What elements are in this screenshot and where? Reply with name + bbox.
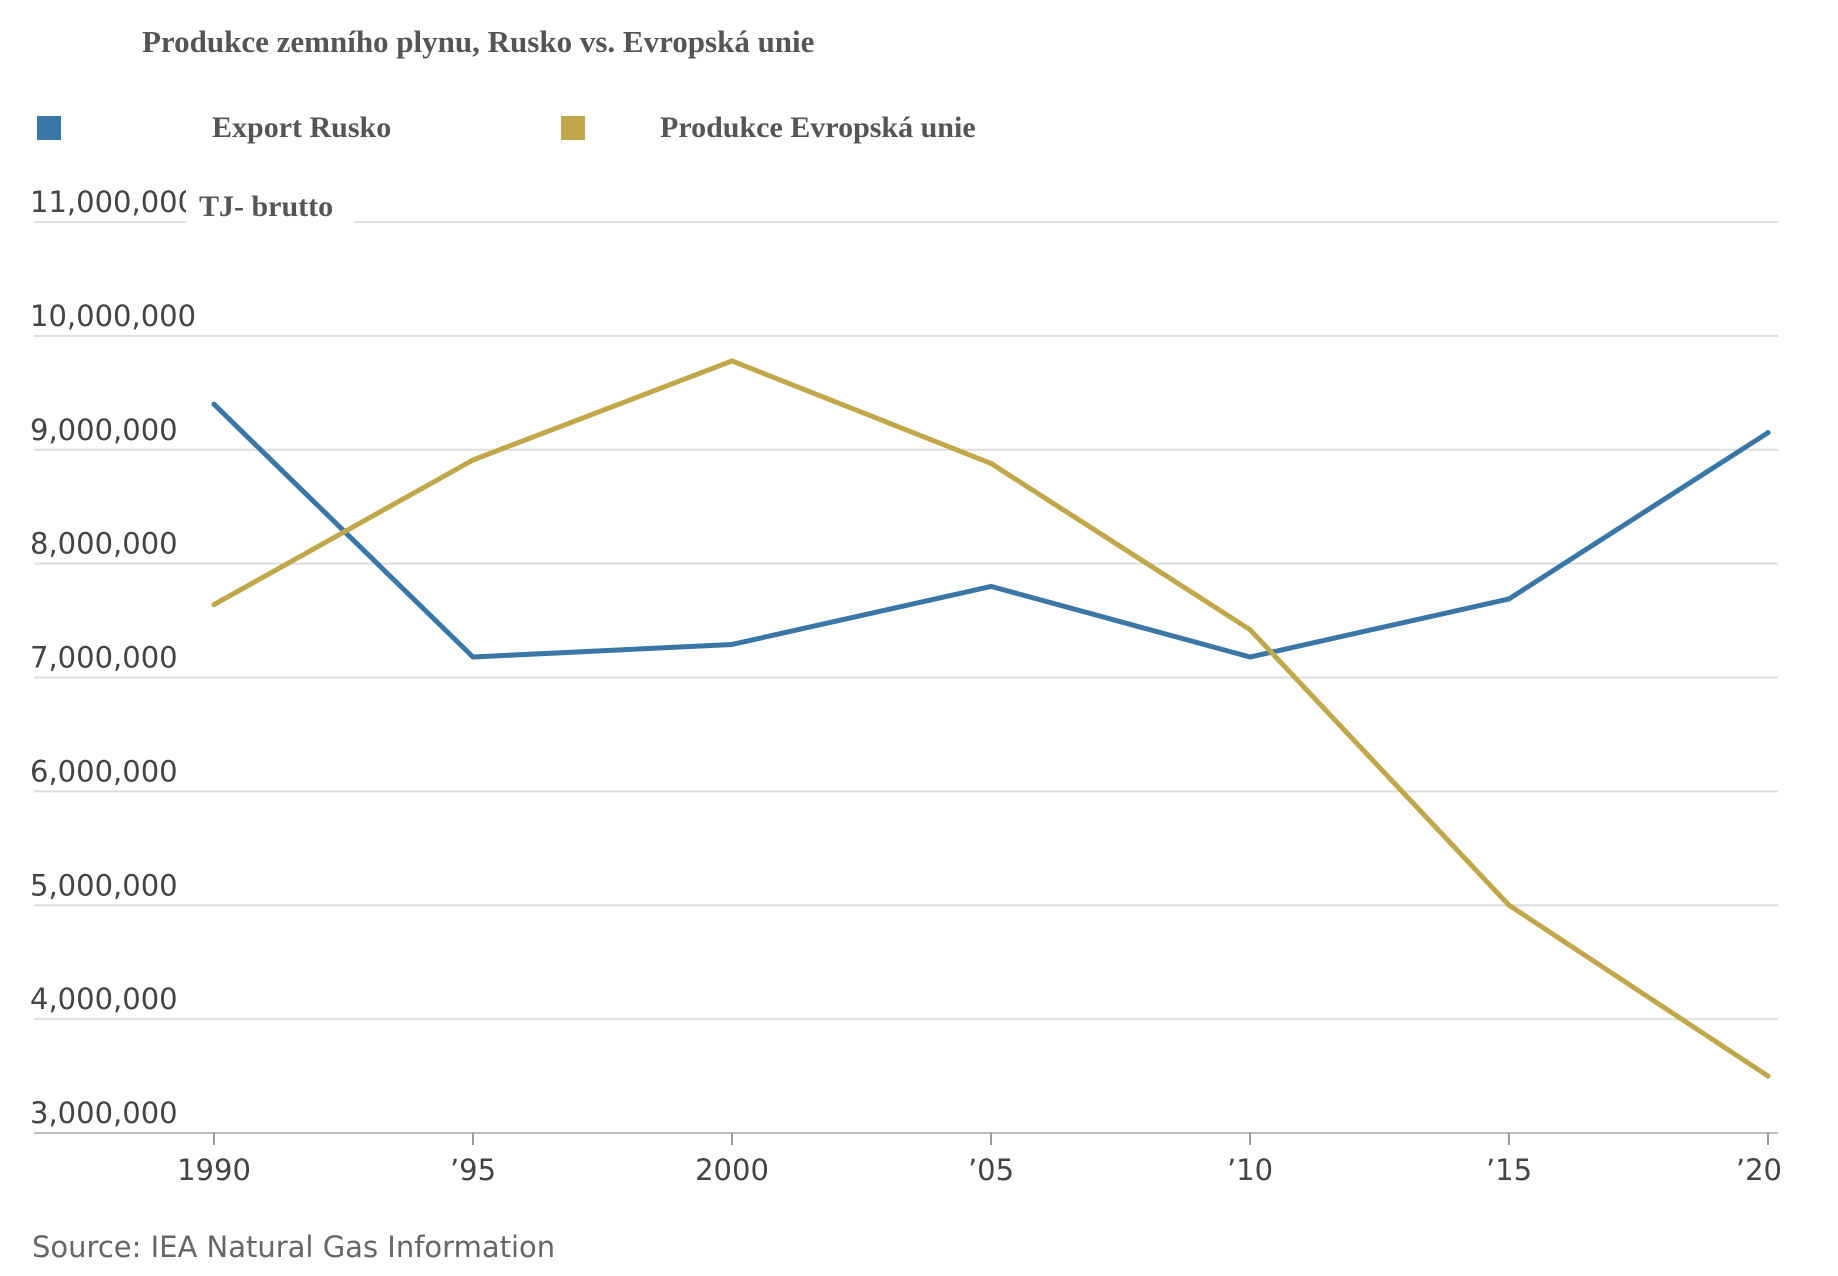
data-point-produkce-evropska-unie-1990 <box>211 602 217 608</box>
series-line-export-rusko <box>211 401 1771 660</box>
data-point-produkce-evropska-unie-1995 <box>470 457 476 463</box>
x-tick-label-2010: ’10 <box>1227 1153 1273 1187</box>
y-tick-label-9000000: 9,000,000 <box>30 413 178 447</box>
y-tick-label-7000000: 7,000,000 <box>30 641 178 675</box>
y-tick-label-5000000: 5,000,000 <box>30 868 178 902</box>
data-point-produkce-evropska-unie-2015 <box>1506 902 1512 908</box>
gridlines <box>34 221 1778 1021</box>
y-tick-label-6000000: 6,000,000 <box>30 754 178 788</box>
unit-label-backdrop <box>186 188 354 228</box>
legend-label-produkce-eu: Produkce Evropská unie <box>660 111 976 144</box>
y-tick-label-4000000: 4,000,000 <box>30 982 178 1016</box>
data-point-export-rusko-2010 <box>1247 654 1253 660</box>
y-axis-tick-labels: 3,000,000 4,000,000 5,000,000 6,000,000 7,00… <box>30 185 196 1130</box>
legend: Export Rusko Produkce Evropská unie <box>37 111 976 144</box>
data-point-export-rusko-2020 <box>1765 430 1771 436</box>
data-point-export-rusko-1995 <box>470 654 476 660</box>
data-point-export-rusko-1990 <box>211 401 217 407</box>
legend-label-export-rusko: Export Rusko <box>212 111 391 144</box>
x-tick-label-1990: 1990 <box>177 1153 251 1187</box>
legend-swatch-export-rusko <box>37 116 61 140</box>
y-tick-label-11000000: 11,000,000 <box>30 185 196 219</box>
x-tick-label-2020: ’20 <box>1736 1153 1782 1187</box>
data-point-export-rusko-2005 <box>988 583 994 589</box>
x-tick-label-2000: 2000 <box>695 1153 769 1187</box>
y-tick-label-3000000: 3,000,000 <box>30 1096 178 1130</box>
x-tick-label-1995: ’95 <box>450 1153 496 1187</box>
x-tick-label-2005: ’05 <box>968 1153 1014 1187</box>
source-note: Source: IEA Natural Gas Information <box>32 1230 555 1264</box>
x-axis-ticks: 1990 ’95 2000 ’05 ’10 ’15 ’20 <box>177 1133 1782 1187</box>
legend-swatch-produkce-eu <box>561 116 585 140</box>
data-point-produkce-evropska-unie-2020 <box>1765 1073 1771 1079</box>
chart-title: Produkce zemního plynu, Rusko vs. Evrops… <box>142 24 814 59</box>
y-tick-label-8000000: 8,000,000 <box>30 527 178 561</box>
y-axis-unit-label: TJ- brutto <box>199 190 333 223</box>
data-point-produkce-evropska-unie-2010 <box>1247 627 1253 633</box>
series-line-produkce-evropska-unie <box>211 358 1771 1079</box>
data-point-export-rusko-2015 <box>1506 596 1512 602</box>
series-lines <box>211 358 1771 1079</box>
data-point-produkce-evropska-unie-2005 <box>988 460 994 466</box>
x-tick-label-2015: ’15 <box>1486 1153 1532 1187</box>
data-point-produkce-evropska-unie-2000 <box>729 358 735 364</box>
data-point-export-rusko-2000 <box>729 641 735 647</box>
y-tick-label-10000000: 10,000,000 <box>30 299 196 333</box>
